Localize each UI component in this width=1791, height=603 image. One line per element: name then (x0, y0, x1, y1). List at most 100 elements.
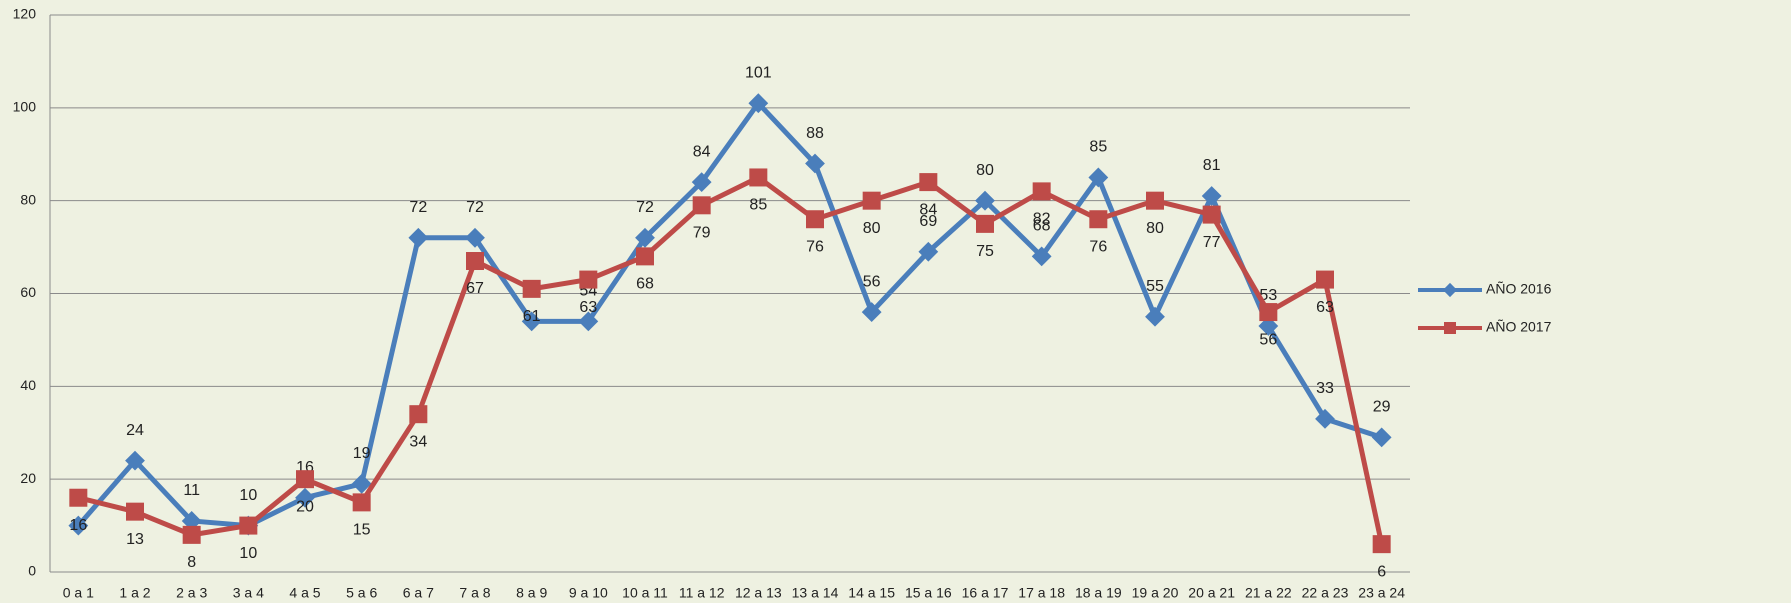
data-label: 76 (1089, 238, 1107, 255)
marker (1201, 186, 1222, 206)
marker (861, 302, 882, 322)
y-tick-label: 80 (20, 191, 36, 207)
marker (465, 227, 485, 248)
marker (521, 311, 542, 332)
x-tick-label: 11 a 12 (679, 585, 725, 601)
y-tick-label: 120 (13, 6, 37, 22)
data-label: 11 (183, 482, 200, 499)
data-label: 72 (636, 199, 654, 216)
y-tick-label: 40 (20, 377, 36, 393)
x-tick-label: 6 a 7 (403, 585, 434, 601)
marker (806, 210, 824, 229)
x-tick-label: 1 a 2 (119, 585, 150, 601)
marker (352, 493, 371, 512)
data-label: 80 (1146, 220, 1164, 237)
marker (1031, 246, 1052, 267)
data-label: 29 (1373, 399, 1391, 416)
data-label: 101 (745, 64, 772, 81)
data-label: 88 (806, 125, 824, 142)
data-label: 20 (296, 498, 314, 515)
marker (919, 173, 938, 192)
marker (1371, 427, 1392, 448)
data-label: 72 (409, 199, 427, 216)
marker (1372, 535, 1391, 554)
data-label: 79 (693, 225, 711, 242)
marker (409, 405, 428, 424)
data-label: 84 (919, 201, 937, 218)
x-tick-label: 21 a 22 (1245, 585, 1292, 601)
x-tick-label: 8 a 9 (516, 585, 547, 601)
data-label: 34 (409, 433, 427, 450)
data-label: 56 (863, 273, 881, 290)
marker (1146, 191, 1164, 210)
marker (636, 247, 654, 266)
data-label: 55 (1146, 278, 1164, 295)
y-tick-label: 60 (20, 284, 36, 300)
data-label: 6 (1377, 563, 1386, 580)
marker (466, 252, 484, 271)
legend-marker (1444, 322, 1456, 334)
marker (1315, 408, 1335, 429)
series-line (77, 174, 1385, 545)
x-tick-label: 5 a 6 (346, 585, 377, 601)
y-tick-label: 0 (28, 563, 36, 579)
data-label: 85 (1089, 139, 1107, 156)
data-label: 61 (523, 308, 541, 325)
x-tick-label: 9 a 10 (569, 585, 608, 601)
marker (692, 196, 711, 215)
x-tick-label: 2 a 3 (176, 585, 207, 601)
marker (1032, 182, 1051, 201)
data-label: 10 (239, 545, 257, 562)
x-tick-label: 15 a 16 (905, 585, 952, 601)
data-label: 68 (636, 276, 654, 293)
marker (749, 168, 768, 187)
data-label: 33 (1316, 380, 1334, 397)
marker (126, 502, 144, 521)
x-tick-label: 10 a 11 (622, 585, 668, 601)
marker (182, 525, 201, 544)
legend-marker (1442, 282, 1458, 298)
marker (296, 470, 314, 489)
data-label: 82 (1033, 211, 1051, 228)
x-tick-label: 23 a 24 (1358, 585, 1405, 601)
data-label: 63 (579, 299, 597, 316)
data-label: 69 (919, 213, 937, 230)
data-label: 75 (976, 243, 994, 260)
data-label: 76 (806, 238, 824, 255)
x-tick-label: 7 a 8 (459, 585, 490, 601)
data-label: 67 (466, 280, 484, 297)
data-label: 80 (976, 162, 994, 179)
data-label: 77 (1203, 234, 1221, 251)
data-label: 81 (1203, 157, 1221, 174)
x-tick-label: 17 a 18 (1018, 585, 1065, 601)
x-tick-label: 22 a 23 (1302, 585, 1349, 601)
marker (579, 270, 598, 289)
marker (578, 311, 599, 332)
marker (976, 214, 994, 233)
y-tick-label: 20 (20, 470, 36, 486)
marker (351, 473, 372, 494)
marker (522, 279, 541, 298)
marker (1088, 167, 1109, 188)
marker (125, 450, 145, 471)
data-label: 15 (353, 522, 371, 539)
marker (1089, 210, 1108, 229)
marker (295, 487, 315, 508)
marker (862, 191, 881, 210)
marker (239, 516, 258, 535)
data-label: 84 (693, 143, 711, 160)
data-label: 63 (1316, 299, 1334, 316)
data-label: 10 (239, 487, 257, 504)
x-tick-label: 18 a 19 (1075, 585, 1122, 601)
x-tick-label: 19 a 20 (1132, 585, 1179, 601)
x-tick-label: 12 a 13 (735, 585, 782, 601)
series-line (76, 100, 1383, 529)
x-tick-label: 16 a 17 (962, 585, 1009, 601)
marker (408, 227, 429, 248)
x-tick-label: 0 a 1 (63, 585, 94, 601)
data-label: 16 (69, 517, 87, 534)
data-label: 13 (126, 531, 144, 548)
marker (1202, 205, 1221, 224)
data-label: 8 (187, 554, 196, 571)
